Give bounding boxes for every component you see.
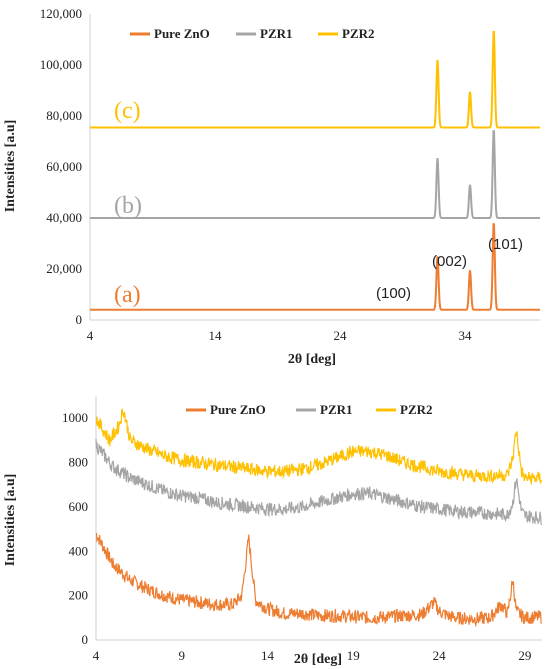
series-line-pzr1 (95, 438, 543, 526)
legend-label-pzr2: PZR2 (342, 26, 375, 41)
x-tick-label: 4 (87, 328, 94, 343)
legend-label-pure-zno: Pure ZnO (154, 26, 210, 41)
x-tick-label: 34 (459, 328, 473, 343)
x-tick-label: 24 (334, 328, 348, 343)
legend: Pure ZnO PZR1 PZR2 (130, 26, 375, 41)
x-tick-label: 14 (261, 648, 275, 663)
x-axis-label: 2θ [deg] (288, 352, 336, 367)
annotation-b: (b) (114, 193, 142, 219)
x-tick-labels: 4 14 24 34 (87, 328, 472, 343)
y-tick-label: 200 (69, 588, 89, 603)
x-tick-labels: 4 9 14 19 24 29 (93, 648, 532, 663)
legend-label-pzr1: PZR1 (260, 26, 293, 41)
y-tick-label: 20,000 (46, 261, 82, 276)
y-tick-label: 120,000 (40, 6, 82, 21)
annotation-a: (a) (114, 282, 141, 308)
series-lines (95, 407, 543, 628)
peak-label-101: (101) (488, 236, 523, 253)
series-line-pzr2 (90, 31, 540, 129)
peak-label-002: (002) (432, 253, 467, 270)
series-line-pzr2 (95, 407, 543, 485)
y-tick-labels: 0 20,000 40,000 60,000 80,000 100,000 120,000 (40, 6, 82, 327)
series-line-pzr1 (90, 130, 540, 219)
legend-label-pzr1: PZR1 (320, 402, 353, 417)
legend: Pure ZnO PZR1 PZR2 (186, 402, 433, 417)
y-tick-label: 0 (82, 632, 89, 647)
legend-label-pzr2: PZR2 (400, 402, 433, 417)
y-tick-label: 60,000 (46, 159, 82, 174)
y-tick-label: 80,000 (46, 108, 82, 123)
x-tick-label: 24 (433, 648, 447, 663)
chart-bottom: 0 200 400 600 800 1000 4 9 14 19 24 29 2θ [deg] In… (3, 396, 543, 667)
peak-label-100: (100) (376, 285, 411, 302)
y-axis-label: Intensities [a.u] (3, 474, 18, 567)
y-tick-label: 400 (69, 543, 89, 558)
chart-top: 020,00040,00060,00080,000100,000120,000 … (3, 6, 540, 367)
x-tick-label: 4 (93, 648, 100, 663)
y-tick-label: 100,000 (40, 57, 82, 72)
series-lines (90, 31, 540, 311)
x-tick-label: 14 (209, 328, 223, 343)
x-tick-label: 9 (179, 648, 186, 663)
x-axis-label: 2θ [deg] (294, 652, 342, 667)
y-tick-label: 600 (69, 499, 89, 514)
y-tick-label: 40,000 (46, 210, 82, 225)
legend-label-pure-zno: Pure ZnO (210, 402, 266, 417)
y-tick-label: 0 (76, 312, 83, 327)
y-tick-label: 1000 (62, 410, 88, 425)
x-tick-label: 29 (518, 648, 531, 663)
annotation-c: (c) (114, 98, 141, 124)
y-axis-label: Intensities [a.u] (3, 120, 18, 213)
y-tick-labels: 0 200 400 600 800 1000 (62, 410, 88, 647)
y-tick-label: 800 (69, 455, 89, 470)
x-tick-label: 19 (347, 648, 360, 663)
series-line-pure-zno (95, 532, 542, 628)
series-line-pure-zno (90, 223, 540, 311)
